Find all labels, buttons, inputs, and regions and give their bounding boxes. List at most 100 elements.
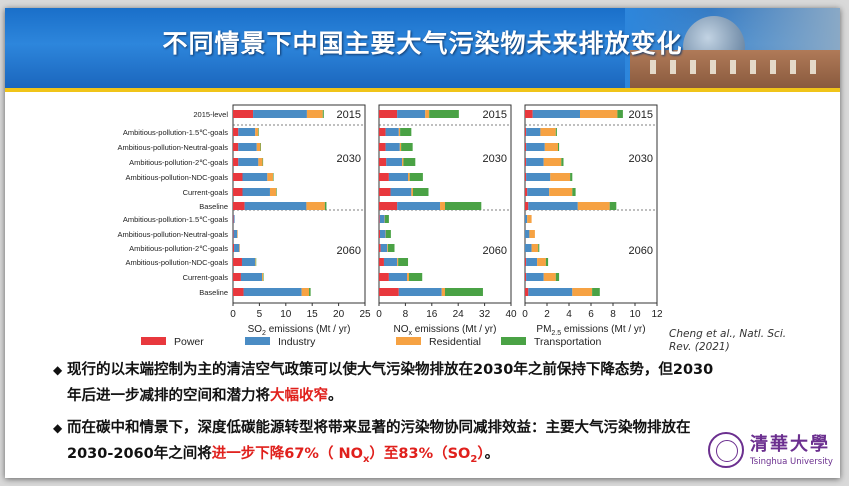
category-label: Ambitious-pollution-2℃-goals <box>129 158 228 167</box>
bar-segment-transportation <box>322 110 324 118</box>
bar-segment-residential <box>577 202 610 210</box>
bar-segment-residential <box>397 258 399 266</box>
bar-segment-transportation <box>429 110 459 118</box>
x-tick-label: 15 <box>307 309 319 320</box>
bar-segment-transportation <box>255 258 257 266</box>
year-label: 2060 <box>483 245 507 257</box>
bar-segment-residential <box>440 202 445 210</box>
bar-segment-industry <box>398 288 442 296</box>
bar-segment-industry <box>388 173 409 181</box>
bar-segment-power <box>379 202 398 210</box>
bar-segment-residential <box>580 110 618 118</box>
bar-segment-industry <box>243 288 302 296</box>
bar-segment-industry <box>525 215 528 223</box>
bullet-marker: ◆ <box>53 421 63 435</box>
bar-segment-power <box>379 173 389 181</box>
x-tick-label: 20 <box>333 309 345 320</box>
x-axis-label: NOx emissions (Mt / yr) <box>394 324 497 337</box>
bar-segment-industry <box>240 273 263 281</box>
bar-segment-industry <box>244 202 307 210</box>
bar-segment-industry <box>528 202 578 210</box>
x-tick-label: 25 <box>359 309 371 320</box>
tsinghua-seal-icon <box>708 432 744 468</box>
bar-segment-residential <box>543 158 562 166</box>
bar-segment-power <box>233 244 235 252</box>
bar-segment-power <box>525 128 527 136</box>
bar-segment-industry <box>242 188 270 196</box>
bar-segment-transportation <box>538 244 540 252</box>
slide-title: 不同情景下中国主要大气污染物未来排放变化 <box>162 29 683 58</box>
x-tick-label: 2 <box>544 309 550 320</box>
bar-segment-transportation <box>387 244 395 252</box>
bar-segment-transportation <box>309 288 311 296</box>
legend-swatch-power <box>141 337 166 345</box>
category-label: Baseline <box>199 288 228 297</box>
bar-segment-residential <box>237 230 238 238</box>
category-label: Ambitious-pollution-1.5℃-goals <box>123 128 228 137</box>
year-label: 2030 <box>337 153 361 165</box>
bar-segment-residential <box>537 258 546 266</box>
bar-segment-industry <box>397 202 441 210</box>
tsinghua-logo: 清華大學 Tsinghua University <box>708 430 833 472</box>
bullet-1: ◆ 现行的以末端控制为主的清洁空气政策可以使大气污染物排放在2030年之前保持下… <box>53 357 713 409</box>
bar-segment-residential <box>267 173 274 181</box>
bar-segment-industry <box>241 258 256 266</box>
bar-segment-residential <box>301 288 310 296</box>
highlight-so2: ）至83%（SO <box>369 446 471 462</box>
bar-segment-industry <box>397 110 426 118</box>
bar-segment-industry <box>526 273 544 281</box>
bar-segment-power <box>233 143 239 151</box>
x-axis-label: PM2.5 emissions (Mt / yr) <box>536 324 645 337</box>
category-label: Baseline <box>199 202 228 211</box>
bar-segment-residential <box>550 173 571 181</box>
bar-segment-residential <box>531 244 539 252</box>
building-facade <box>630 50 840 88</box>
bar-segment-transportation <box>273 173 274 181</box>
bar-segment-transportation <box>401 143 413 151</box>
bar-segment-power <box>525 202 529 210</box>
bar-segment-residential <box>262 273 264 281</box>
bar-segment-power <box>379 288 399 296</box>
bar-segment-industry <box>388 273 408 281</box>
bar-segment-transportation <box>400 128 412 136</box>
bar-segment-industry <box>528 288 573 296</box>
bar-segment-power <box>379 258 384 266</box>
bar-segment-residential <box>527 215 532 223</box>
bar-segment-transportation <box>398 258 409 266</box>
x-tick-label: 5 <box>257 309 263 320</box>
bar-segment-transportation <box>263 273 264 281</box>
bar-segment-residential <box>572 288 593 296</box>
bar-segment-transportation <box>276 188 277 196</box>
x-tick-label: 10 <box>280 309 292 320</box>
bar-segment-power <box>525 173 527 181</box>
bar-segment-power <box>233 158 239 166</box>
bar-segment-residential <box>256 143 261 151</box>
x-tick-label: 10 <box>629 309 641 320</box>
bar-segment-residential <box>306 202 325 210</box>
bar-segment-power <box>233 128 239 136</box>
year-label: 2015 <box>337 109 361 121</box>
x-tick-label: 4 <box>566 309 572 320</box>
bar-segment-industry <box>379 215 385 223</box>
bar-segment-industry <box>525 230 530 238</box>
bar-segment-industry <box>234 244 240 252</box>
bar-segment-power <box>525 273 527 281</box>
bar-segment-industry <box>385 143 400 151</box>
category-label: 2015-level <box>193 110 228 119</box>
legend-label: Transportation <box>534 336 601 348</box>
bar-segment-power <box>233 202 245 210</box>
bar-segment-residential <box>387 244 388 252</box>
bar-segment-residential <box>441 288 445 296</box>
bar-segment-residential <box>306 110 323 118</box>
bar-segment-industry <box>383 258 398 266</box>
bar-segment-power <box>525 143 527 151</box>
legend-swatch-transportation <box>501 337 526 345</box>
bar-segment-power <box>525 158 527 166</box>
x-tick-label: 16 <box>426 309 438 320</box>
x-tick-label: 24 <box>453 309 465 320</box>
category-label: Current-goals <box>183 188 229 197</box>
citation: Cheng et al., Natl. Sci. Rev. (2021) <box>669 328 819 354</box>
x-tick-label: 12 <box>651 309 663 320</box>
slide: 不同情景下中国主要大气污染物未来排放变化 2015-level Ambitious… <box>5 8 840 478</box>
bar-segment-transportation <box>385 230 391 238</box>
